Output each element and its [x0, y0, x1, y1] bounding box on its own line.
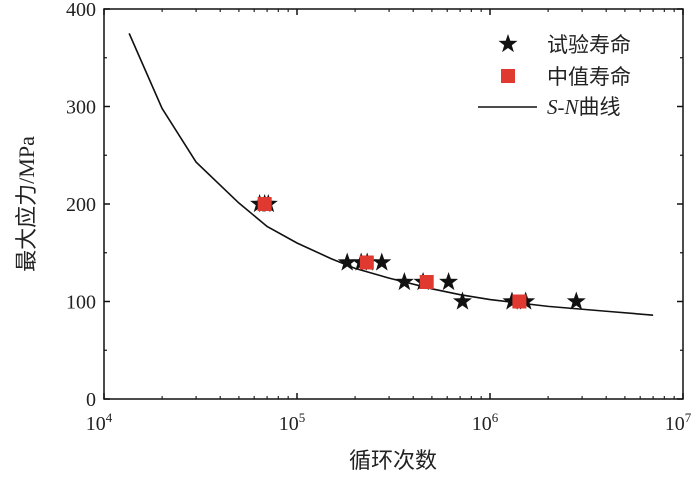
test-life-markers: [250, 194, 586, 310]
test-life-point: [452, 291, 472, 310]
median-life-point: [359, 255, 374, 270]
x-tick-label: 105: [279, 410, 306, 435]
test-life-point: [372, 252, 392, 271]
legend-label-median-life: 中值寿命: [547, 65, 631, 89]
legend-square-marker: [501, 69, 515, 83]
legend: 试验寿命 中值寿命 S-N曲线: [478, 33, 631, 119]
y-tick-label: 400: [66, 0, 96, 21]
test-life-point: [566, 291, 586, 310]
tick-labels: 0 100 200 300 400 104 105 106 107: [66, 0, 692, 435]
y-tick-label: 100: [66, 292, 96, 314]
x-tick-label: 106: [472, 410, 499, 435]
legend-star-shape: [498, 34, 518, 53]
axis-ticks: [103, 8, 684, 400]
median-life-point: [419, 275, 434, 289]
y-axis-title: 最大应力/MPa: [14, 136, 39, 272]
x-tick-label: 107: [665, 410, 692, 435]
test-life-point: [439, 272, 459, 291]
test-life-point: [394, 272, 414, 291]
legend-star-marker: [498, 34, 518, 53]
median-life-point: [257, 197, 272, 211]
median-life-markers: [257, 197, 527, 309]
median-life-point: [512, 294, 527, 309]
test-life-point: [502, 291, 522, 310]
y-tick-label: 200: [66, 194, 96, 216]
legend-label-test-life: 试验寿命: [547, 33, 631, 57]
y-tick-label: 0: [86, 389, 96, 411]
x-axis-title: 循环次数: [349, 448, 437, 473]
legend-label-sn-curve: S-N曲线: [547, 95, 621, 119]
x-tick-label: 104: [86, 410, 113, 435]
test-life-point: [337, 252, 357, 271]
y-tick-label: 300: [66, 97, 96, 119]
